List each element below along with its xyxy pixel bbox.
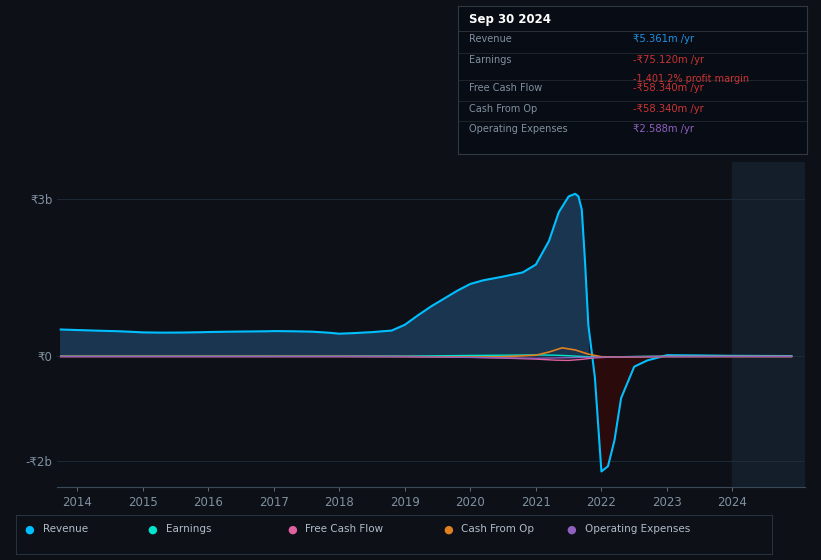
- Text: Sep 30 2024: Sep 30 2024: [469, 13, 551, 26]
- Text: -₹58.340m /yr: -₹58.340m /yr: [633, 83, 704, 93]
- Text: ●: ●: [287, 524, 297, 534]
- Text: Free Cash Flow: Free Cash Flow: [469, 83, 542, 93]
- Text: Revenue: Revenue: [43, 524, 88, 534]
- Text: Earnings: Earnings: [166, 524, 211, 534]
- Text: ₹5.361m /yr: ₹5.361m /yr: [633, 34, 694, 44]
- Text: ●: ●: [443, 524, 453, 534]
- Text: Revenue: Revenue: [469, 34, 511, 44]
- Text: Operating Expenses: Operating Expenses: [469, 124, 567, 134]
- Text: Cash From Op: Cash From Op: [469, 104, 537, 114]
- Text: Operating Expenses: Operating Expenses: [585, 524, 690, 534]
- Text: ₹2.588m /yr: ₹2.588m /yr: [633, 124, 694, 134]
- Text: -1,401.2% profit margin: -1,401.2% profit margin: [633, 74, 749, 84]
- Text: Free Cash Flow: Free Cash Flow: [305, 524, 383, 534]
- Bar: [732, 162, 805, 487]
- Text: -₹58.340m /yr: -₹58.340m /yr: [633, 104, 704, 114]
- Text: ●: ●: [148, 524, 158, 534]
- Text: ●: ●: [25, 524, 34, 534]
- Text: Cash From Op: Cash From Op: [461, 524, 534, 534]
- Text: ●: ●: [566, 524, 576, 534]
- Text: Earnings: Earnings: [469, 54, 511, 64]
- Text: -₹75.120m /yr: -₹75.120m /yr: [633, 54, 704, 64]
